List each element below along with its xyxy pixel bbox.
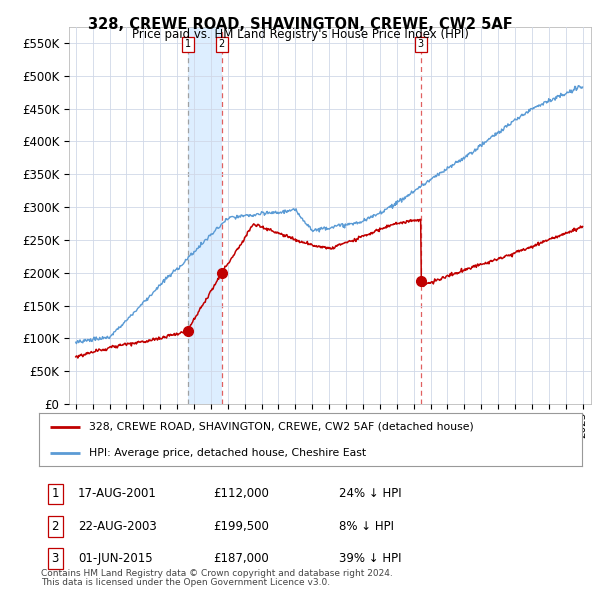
Text: HPI: Average price, detached house, Cheshire East: HPI: Average price, detached house, Ches… (89, 448, 367, 458)
Text: 3: 3 (418, 40, 424, 50)
Text: 22-AUG-2003: 22-AUG-2003 (78, 520, 157, 533)
Text: 3: 3 (52, 552, 59, 565)
Text: 01-JUN-2015: 01-JUN-2015 (78, 552, 152, 565)
Text: 1: 1 (52, 487, 59, 500)
Text: £199,500: £199,500 (213, 520, 269, 533)
Text: 328, CREWE ROAD, SHAVINGTON, CREWE, CW2 5AF: 328, CREWE ROAD, SHAVINGTON, CREWE, CW2 … (88, 17, 512, 31)
Text: This data is licensed under the Open Government Licence v3.0.: This data is licensed under the Open Gov… (41, 578, 330, 587)
Text: 8% ↓ HPI: 8% ↓ HPI (339, 520, 394, 533)
Text: 24% ↓ HPI: 24% ↓ HPI (339, 487, 401, 500)
Bar (188, 27, 222, 404)
Text: £112,000: £112,000 (213, 487, 269, 500)
Text: Contains HM Land Registry data © Crown copyright and database right 2024.: Contains HM Land Registry data © Crown c… (41, 569, 392, 578)
Text: 17-AUG-2001: 17-AUG-2001 (78, 487, 157, 500)
Text: Price paid vs. HM Land Registry's House Price Index (HPI): Price paid vs. HM Land Registry's House … (131, 28, 469, 41)
Text: £187,000: £187,000 (213, 552, 269, 565)
Text: 328, CREWE ROAD, SHAVINGTON, CREWE, CW2 5AF (detached house): 328, CREWE ROAD, SHAVINGTON, CREWE, CW2 … (89, 422, 474, 432)
Text: 2: 2 (218, 40, 225, 50)
Text: 39% ↓ HPI: 39% ↓ HPI (339, 552, 401, 565)
Text: 2: 2 (52, 520, 59, 533)
Text: 1: 1 (185, 40, 191, 50)
